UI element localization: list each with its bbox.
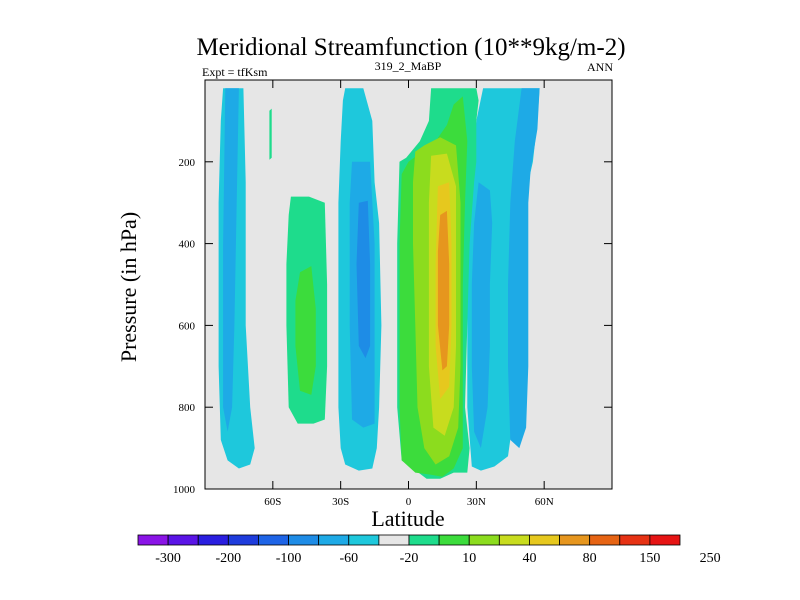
contour-north-hadley-inner	[471, 182, 493, 449]
y-tick-label: 400	[179, 239, 196, 251]
colorbar-label: 40	[522, 551, 536, 566]
colorbar-box	[227, 534, 259, 546]
colorbar-label: 150	[639, 551, 660, 566]
x-tick-label: 0	[406, 496, 412, 508]
x-axis-label: Latitude	[371, 506, 444, 531]
colorbar-box	[258, 534, 289, 546]
experiment-label: Expt = tfKsm	[202, 65, 268, 79]
chart-title: Meridional Streamfunction (10**9kg/m-2)	[196, 34, 625, 61]
x-tick-label: 30N	[467, 496, 486, 508]
colorbar-box	[529, 534, 560, 546]
contour-regions	[218, 88, 540, 479]
colorbar-box	[197, 534, 229, 546]
axes: 200 400 600 800 1000 60S 30S 0 30N 60N	[173, 80, 612, 508]
colorbar-box	[167, 534, 199, 546]
colorbar-box	[438, 534, 470, 546]
colorbar-label: -200	[215, 551, 241, 566]
x-tick-label: 60N	[535, 496, 554, 508]
colorbar-box	[288, 534, 320, 546]
contour-south-ferrel-core	[295, 266, 316, 395]
colorbar-label: -60	[339, 551, 358, 566]
colorbar-box	[408, 534, 440, 546]
contour-north-polar-cell	[508, 88, 540, 449]
colorbar-box	[498, 534, 530, 546]
x-tick-label: 30S	[332, 496, 349, 508]
colorbar-box	[649, 534, 681, 546]
colorbar-box	[589, 534, 621, 546]
contour-hadley-core	[437, 210, 450, 371]
y-tick-label: 600	[179, 320, 196, 332]
colorbar-label: 10	[462, 551, 476, 566]
season-label: ANN	[587, 60, 613, 74]
colorbar-label: -100	[276, 551, 302, 566]
colorbar-box	[318, 534, 350, 546]
colorbar-box	[559, 534, 591, 546]
contour-south-sliver	[269, 108, 272, 160]
y-tick-label: 1000	[173, 484, 196, 496]
colorbar-label: 250	[700, 551, 721, 566]
colorbar-label: -20	[400, 551, 419, 566]
chart-subtitle: 319_2_MaBP	[375, 59, 442, 73]
colorbar-box	[137, 534, 169, 546]
colorbar-box	[468, 534, 500, 546]
colorbar-box	[348, 534, 380, 546]
colorbar-box	[378, 534, 410, 546]
colorbar-label: -300	[155, 551, 181, 566]
y-tick-label: 200	[179, 157, 196, 169]
colorbar: -300 -200 -100 -60 -20 10 40 80 150 250	[137, 534, 721, 566]
contour-south-hadley-inner	[356, 200, 371, 359]
colorbar-label: 80	[583, 551, 597, 566]
x-tick-label: 60S	[264, 496, 281, 508]
contour-south-polar-core	[223, 88, 239, 432]
y-tick-label: 800	[179, 402, 196, 414]
y-axis-label: Pressure (in hPa)	[116, 212, 141, 362]
colorbar-box	[619, 534, 651, 546]
